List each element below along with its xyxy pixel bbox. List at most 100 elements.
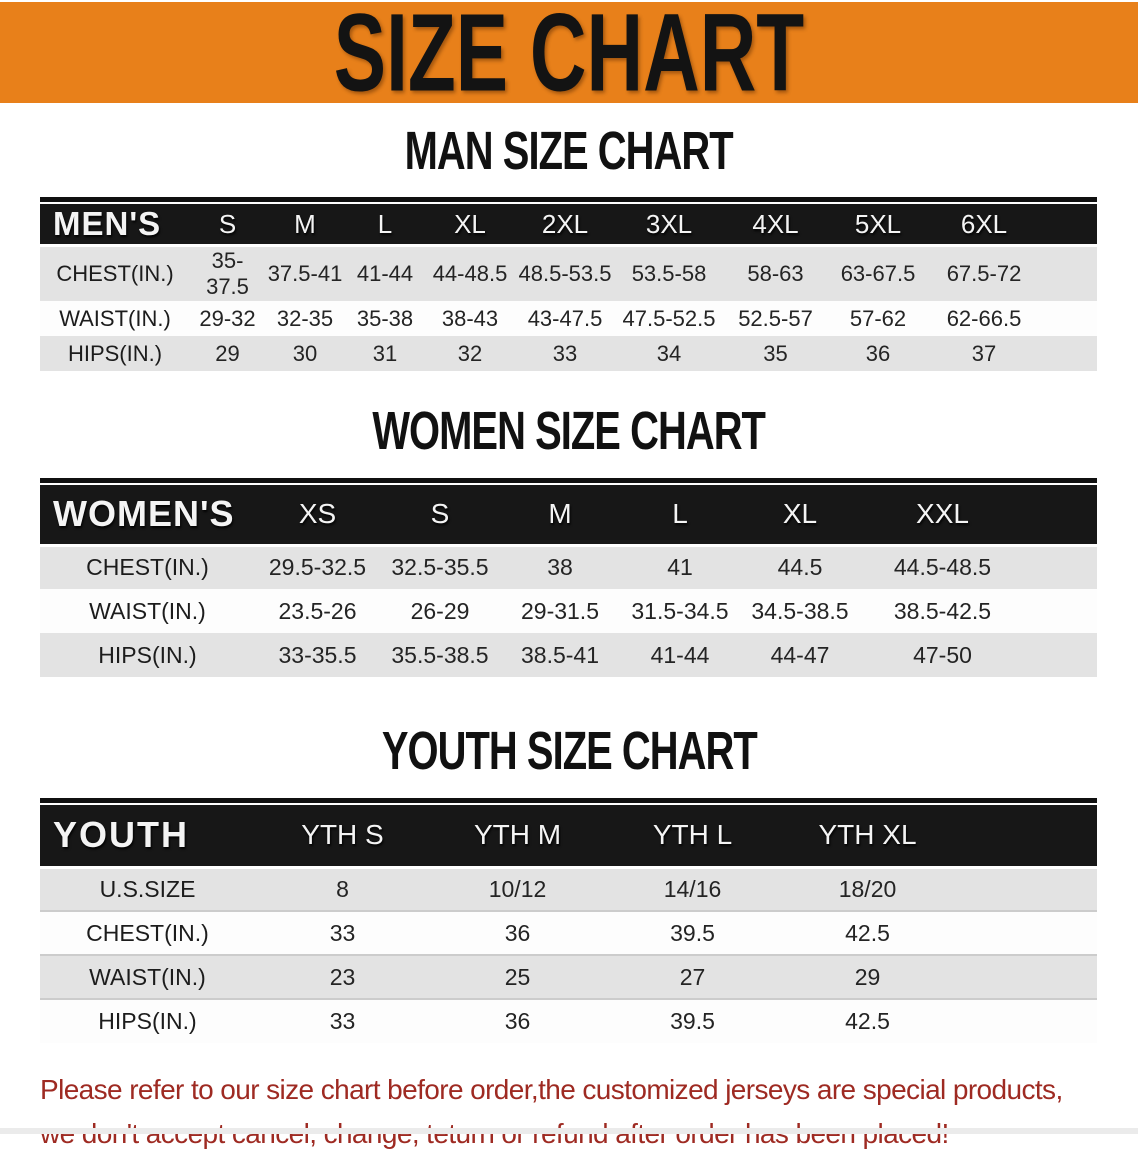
size-value-cell: 41-44 (345, 245, 425, 301)
men-table-header: MEN'S S M L XL 2XL 3XL 4XL 5XL 6XL (40, 204, 1097, 246)
banner-title: SIZE CHART (333, 0, 805, 114)
men-size-table: MEN'S S M L XL 2XL 3XL 4XL 5XL 6XL CHEST(IN.) 35-3… (40, 204, 1097, 371)
measurement-row-label: HIPS(IN.) (40, 633, 255, 677)
size-value-cell: 38-43 (425, 301, 515, 336)
size-value-cell: 30 (265, 336, 345, 371)
size-value-cell: 29.5-32.5 (255, 545, 380, 589)
size-value-cell: 23.5-26 (255, 589, 380, 633)
measurement-row: HIPS(IN.) 33 36 39.5 42.5 (40, 998, 1097, 1043)
size-value-cell: 35-38 (345, 301, 425, 336)
measurement-row-label: WAIST(IN.) (40, 589, 255, 633)
size-value-cell: 36 (430, 998, 605, 1043)
size-value-cell: 63-67.5 (828, 245, 928, 301)
size-column-header: 4XL (723, 204, 828, 246)
measurement-row: HIPS(IN.) 29 30 31 32 33 34 35 36 37 (40, 336, 1097, 371)
men-table-body: CHEST(IN.) 35-37.5 37.5-41 41-44 44-48.5 48.5… (40, 245, 1097, 371)
size-value-cell: 33 (255, 998, 430, 1043)
youth-size-table-wrap: YOUTH YTH S YTH M YTH L YTH XL U.S.SIZE 8 10/1… (40, 798, 1097, 1043)
size-value-cell: 32 (425, 336, 515, 371)
size-value-cell: 33 (515, 336, 615, 371)
measurement-row: CHEST(IN.) 29.5-32.5 32.5-35.5 38 41 44.5 44.5… (40, 545, 1097, 589)
men-size-table-wrap: MEN'S S M L XL 2XL 3XL 4XL 5XL 6XL CHEST(IN.) 35-3… (40, 197, 1097, 371)
size-value-cell: 44.5 (740, 545, 860, 589)
size-value-cell: 35-37.5 (190, 245, 265, 301)
header-filler-cell (1040, 204, 1097, 246)
row-filler-cell (1040, 245, 1097, 301)
table-corner-label: MEN'S (40, 204, 190, 246)
youth-size-table: YOUTH YTH S YTH M YTH L YTH XL U.S.SIZE 8 10/1… (40, 805, 1097, 1043)
size-value-cell: 35.5-38.5 (380, 633, 500, 677)
measurement-row: CHEST(IN.) 35-37.5 37.5-41 41-44 44-48.5 48.5… (40, 245, 1097, 301)
row-filler-cell (955, 954, 1097, 999)
size-value-cell: 36 (430, 910, 605, 955)
measurement-row: CHEST(IN.) 33 36 39.5 42.5 (40, 910, 1097, 955)
size-column-header: XL (425, 204, 515, 246)
size-value-cell: 25 (430, 954, 605, 999)
size-value-cell: 32.5-35.5 (380, 545, 500, 589)
size-column-header: M (500, 485, 620, 545)
size-chart-banner: SIZE CHART (0, 0, 1138, 113)
size-value-cell: 32-35 (265, 301, 345, 336)
disclaimer: Please refer to our size chart before or… (40, 1068, 1118, 1156)
women-size-table-wrap: WOMEN'S XS S M L XL XXL CHEST(IN.) 29.5-32.5 32.… (40, 478, 1097, 677)
section-heading-women: WOMEN SIZE CHART (0, 400, 1138, 460)
header-filler-cell (1025, 485, 1097, 545)
size-column-header: M (265, 204, 345, 246)
youth-table-body: U.S.SIZE 8 10/12 14/16 18/20 CHEST(IN.) 33 36 39… (40, 867, 1097, 1043)
size-value-cell: 53.5-58 (615, 245, 723, 301)
header-filler-cell (955, 805, 1097, 867)
women-table-body: CHEST(IN.) 29.5-32.5 32.5-35.5 38 41 44.5 44.5… (40, 545, 1097, 677)
size-column-header: 5XL (828, 204, 928, 246)
row-filler-cell (955, 998, 1097, 1043)
size-column-header: 2XL (515, 204, 615, 246)
size-value-cell: 26-29 (380, 589, 500, 633)
size-value-cell: 29-31.5 (500, 589, 620, 633)
row-filler-cell (1040, 301, 1097, 336)
measurement-row-label: HIPS(IN.) (40, 336, 190, 371)
size-value-cell: 23 (255, 954, 430, 999)
table-corner-label: YOUTH (40, 805, 255, 867)
size-value-cell: 36 (828, 336, 928, 371)
size-column-header: S (380, 485, 500, 545)
size-value-cell: 38.5-42.5 (860, 589, 1025, 633)
size-value-cell: 29-32 (190, 301, 265, 336)
measurement-row: WAIST(IN.) 23 25 27 29 (40, 954, 1097, 999)
size-header-row: MEN'S S M L XL 2XL 3XL 4XL 5XL 6XL (40, 204, 1097, 246)
youth-heading-text: YOUTH SIZE CHART (381, 720, 758, 781)
measurement-row-label: WAIST(IN.) (40, 301, 190, 336)
row-filler-cell (955, 867, 1097, 911)
size-column-header: YTH M (430, 805, 605, 867)
section-heading-men: MAN SIZE CHART (0, 120, 1138, 180)
size-value-cell: 38.5-41 (500, 633, 620, 677)
size-column-header: L (620, 485, 740, 545)
size-value-cell: 37.5-41 (265, 245, 345, 301)
size-value-cell: 34.5-38.5 (740, 589, 860, 633)
size-value-cell: 31.5-34.5 (620, 589, 740, 633)
size-value-cell: 44-48.5 (425, 245, 515, 301)
size-value-cell: 44-47 (740, 633, 860, 677)
size-value-cell: 44.5-48.5 (860, 545, 1025, 589)
disclaimer-line-2: we don't accept cancel, change, teturn o… (40, 1112, 1118, 1156)
measurement-row: WAIST(IN.) 29-32 32-35 35-38 38-43 43-47.5 47.… (40, 301, 1097, 336)
size-column-header: YTH L (605, 805, 780, 867)
measurement-row-label: U.S.SIZE (40, 867, 255, 911)
men-heading-text: MAN SIZE CHART (404, 120, 734, 181)
size-value-cell: 52.5-57 (723, 301, 828, 336)
size-value-cell: 8 (255, 867, 430, 911)
size-column-header: 3XL (615, 204, 723, 246)
size-column-header: 6XL (928, 204, 1040, 246)
women-table-header: WOMEN'S XS S M L XL XXL (40, 485, 1097, 545)
row-filler-cell (1025, 633, 1097, 677)
size-value-cell: 33 (255, 910, 430, 955)
size-value-cell: 38 (500, 545, 620, 589)
size-column-header: S (190, 204, 265, 246)
image-bottom-edge (0, 1128, 1138, 1134)
size-value-cell: 41 (620, 545, 740, 589)
row-filler-cell (1025, 589, 1097, 633)
measurement-row: WAIST(IN.) 23.5-26 26-29 29-31.5 31.5-34.5 34… (40, 589, 1097, 633)
size-value-cell: 33-35.5 (255, 633, 380, 677)
size-value-cell: 18/20 (780, 867, 955, 911)
women-size-table: WOMEN'S XS S M L XL XXL CHEST(IN.) 29.5-32.5 32.… (40, 485, 1097, 677)
measurement-row: U.S.SIZE 8 10/12 14/16 18/20 (40, 867, 1097, 911)
size-column-header: YTH XL (780, 805, 955, 867)
